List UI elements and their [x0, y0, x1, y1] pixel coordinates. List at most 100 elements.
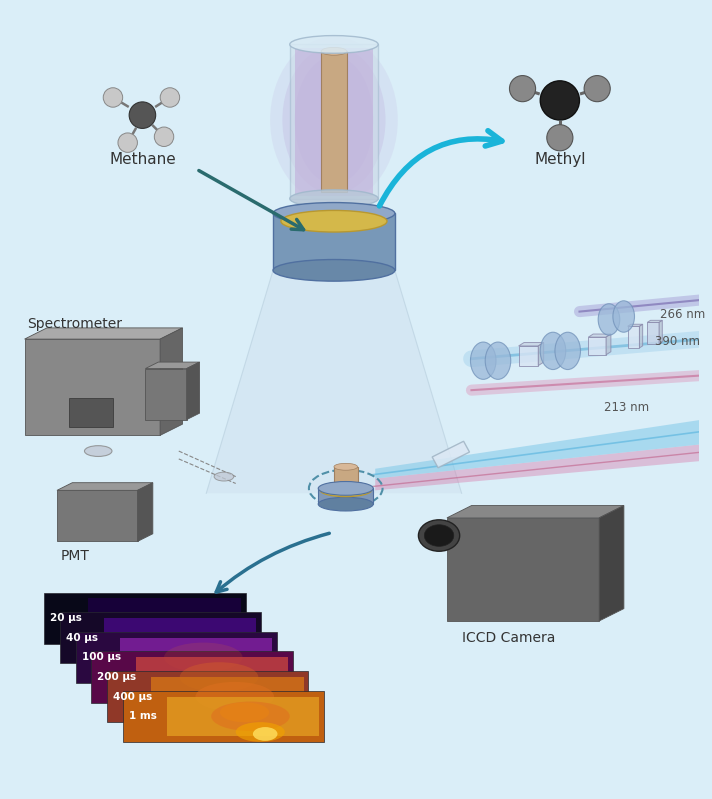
- Ellipse shape: [613, 300, 634, 332]
- Text: 20 μs: 20 μs: [50, 613, 82, 623]
- Ellipse shape: [555, 332, 580, 370]
- Ellipse shape: [283, 46, 385, 193]
- Ellipse shape: [164, 642, 243, 672]
- Polygon shape: [75, 632, 277, 683]
- Polygon shape: [538, 343, 544, 366]
- Ellipse shape: [318, 482, 373, 495]
- Polygon shape: [659, 320, 662, 344]
- Ellipse shape: [318, 497, 373, 511]
- Polygon shape: [145, 362, 199, 368]
- Polygon shape: [518, 346, 538, 366]
- Ellipse shape: [334, 463, 357, 471]
- Circle shape: [510, 76, 535, 101]
- Polygon shape: [639, 324, 643, 348]
- Text: PMT: PMT: [61, 549, 90, 563]
- Polygon shape: [187, 362, 199, 419]
- Polygon shape: [44, 593, 246, 643]
- Circle shape: [584, 76, 610, 101]
- Polygon shape: [24, 328, 182, 339]
- Circle shape: [118, 133, 137, 153]
- Text: 390 nm: 390 nm: [655, 335, 700, 348]
- Polygon shape: [599, 506, 624, 621]
- Ellipse shape: [273, 260, 395, 281]
- Text: Spectrometer: Spectrometer: [28, 317, 122, 332]
- Ellipse shape: [196, 682, 274, 711]
- Polygon shape: [375, 419, 702, 479]
- Text: 400 μs: 400 μs: [113, 692, 152, 702]
- Ellipse shape: [236, 722, 285, 741]
- Polygon shape: [88, 598, 241, 638]
- Text: 200 μs: 200 μs: [98, 672, 137, 682]
- Polygon shape: [628, 326, 639, 348]
- Polygon shape: [122, 690, 324, 741]
- Polygon shape: [628, 324, 643, 326]
- Text: 100 μs: 100 μs: [81, 652, 120, 662]
- Polygon shape: [647, 323, 659, 344]
- Ellipse shape: [540, 332, 566, 370]
- Ellipse shape: [424, 525, 454, 547]
- Ellipse shape: [419, 520, 460, 551]
- Polygon shape: [588, 334, 611, 337]
- Ellipse shape: [485, 342, 511, 380]
- Polygon shape: [24, 339, 160, 435]
- Polygon shape: [290, 45, 378, 199]
- Circle shape: [129, 102, 156, 129]
- Ellipse shape: [85, 446, 112, 456]
- Text: 1 ms: 1 ms: [129, 711, 157, 721]
- Polygon shape: [57, 483, 153, 491]
- Ellipse shape: [320, 484, 371, 497]
- Polygon shape: [160, 328, 182, 435]
- Ellipse shape: [321, 47, 347, 55]
- Ellipse shape: [290, 36, 378, 54]
- Ellipse shape: [220, 702, 269, 722]
- Text: 213 nm: 213 nm: [604, 401, 649, 415]
- Polygon shape: [375, 444, 702, 491]
- Polygon shape: [69, 398, 113, 427]
- Polygon shape: [273, 213, 395, 270]
- Polygon shape: [647, 320, 662, 323]
- Ellipse shape: [214, 472, 234, 481]
- Polygon shape: [104, 618, 256, 658]
- Text: ICCD Camera: ICCD Camera: [461, 630, 555, 645]
- Ellipse shape: [211, 702, 290, 731]
- Polygon shape: [137, 483, 153, 542]
- Ellipse shape: [179, 662, 258, 692]
- Polygon shape: [151, 677, 303, 716]
- Circle shape: [103, 88, 122, 107]
- Ellipse shape: [598, 304, 619, 335]
- Text: Methyl: Methyl: [534, 153, 585, 168]
- Ellipse shape: [295, 56, 373, 184]
- Text: 40 μs: 40 μs: [66, 633, 98, 642]
- Polygon shape: [145, 368, 187, 419]
- Polygon shape: [334, 467, 357, 483]
- Circle shape: [540, 81, 580, 120]
- Ellipse shape: [253, 727, 278, 741]
- Polygon shape: [91, 651, 293, 702]
- Polygon shape: [447, 518, 599, 621]
- Polygon shape: [447, 506, 624, 518]
- Ellipse shape: [273, 203, 395, 225]
- Text: 266 nm: 266 nm: [660, 308, 706, 321]
- Polygon shape: [518, 343, 544, 346]
- Polygon shape: [167, 697, 319, 736]
- Polygon shape: [135, 658, 288, 697]
- Circle shape: [155, 127, 174, 146]
- Polygon shape: [606, 334, 611, 355]
- Polygon shape: [588, 337, 606, 355]
- Polygon shape: [432, 441, 469, 467]
- Polygon shape: [295, 49, 373, 196]
- Polygon shape: [107, 671, 308, 722]
- Circle shape: [547, 125, 573, 151]
- Ellipse shape: [290, 190, 378, 208]
- Circle shape: [160, 88, 179, 107]
- Text: Methane: Methane: [109, 153, 176, 168]
- Polygon shape: [321, 51, 347, 192]
- Polygon shape: [120, 638, 272, 677]
- Ellipse shape: [471, 342, 496, 380]
- Polygon shape: [60, 612, 261, 663]
- Polygon shape: [206, 270, 461, 493]
- Polygon shape: [57, 491, 137, 542]
- Polygon shape: [318, 488, 373, 504]
- Ellipse shape: [281, 210, 387, 232]
- Ellipse shape: [270, 37, 398, 204]
